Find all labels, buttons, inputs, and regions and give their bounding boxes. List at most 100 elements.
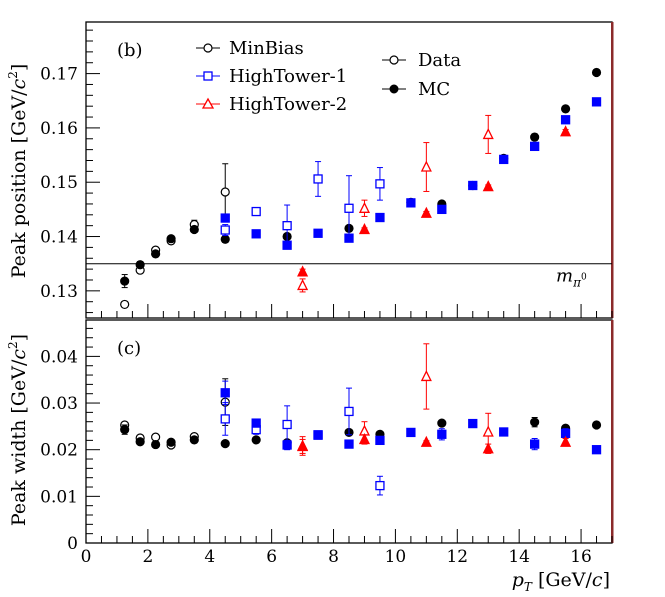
peak-width-panel: 0 0.01 0.02 0.03 0.04 0 2 4 6 8 10 12 14 16 (c) Peak… <box>6 319 614 594</box>
data-point-triangle <box>560 125 572 137</box>
legend-label-data: Data <box>418 50 461 71</box>
data-point-square <box>282 240 292 250</box>
data-point-square <box>591 445 602 455</box>
data-point-square <box>375 480 385 491</box>
data-point-triangle <box>358 201 371 213</box>
data-point-square <box>406 198 416 208</box>
data-point-triangle <box>420 369 432 382</box>
data-marks <box>120 343 602 496</box>
data-point-triangle <box>482 425 494 437</box>
data-point-square <box>375 435 385 446</box>
ylabel-main: Peak width [GeV/ <box>8 359 30 526</box>
x-tick-label: 10 <box>385 547 407 567</box>
data-point-circle <box>151 439 161 450</box>
peak-position-panel: 0.13 0.14 0.15 0.16 0.17 mπ0 (b) Peak positi… <box>6 21 614 319</box>
legend-entry-mc: MC <box>382 79 450 100</box>
data-point-circle <box>120 299 130 310</box>
data-point-square <box>251 418 261 428</box>
xlabel-c: c <box>592 569 603 591</box>
legend-entry-data: Data <box>382 50 461 71</box>
data-point-square <box>344 439 354 449</box>
data-point-square <box>220 414 230 424</box>
data-point-square <box>529 439 540 449</box>
x-axis-title: pT [GeV/c] <box>512 569 610 594</box>
data-point-triangle <box>358 223 371 235</box>
x-tick-label: 14 <box>508 547 530 567</box>
y-tick-label: 0.14 <box>40 228 78 248</box>
ylabel-c: c <box>8 78 30 89</box>
data-point-circle <box>530 417 540 427</box>
y-tick-label: 0.17 <box>40 65 78 85</box>
legend-entry-minbias: MinBias <box>196 38 304 59</box>
data-point-triangle <box>482 127 494 140</box>
data-point-triangle <box>297 278 309 291</box>
y-tick-label: 0.13 <box>40 282 78 302</box>
y-tick-label: 0.01 <box>40 487 78 507</box>
y-tick-label: 0.03 <box>40 394 78 414</box>
y-axis-title-width: Peak width [GeV/c2] <box>6 334 30 526</box>
y-tick-label: 0.04 <box>40 347 78 367</box>
ref-label-m: m <box>556 266 573 287</box>
xlabel-p: p <box>512 569 524 591</box>
x-axis-ticks <box>85 304 613 318</box>
x-tick-label: 2 <box>142 547 153 567</box>
data-point-square <box>529 141 540 152</box>
xlabel-unit: [GeV/ <box>532 569 593 591</box>
data-point-circle <box>151 432 161 442</box>
data-point-circle <box>166 234 176 244</box>
ref-label-sup: 0 <box>581 273 587 283</box>
x-tick-label: 8 <box>328 547 339 567</box>
legend-label-hightower2: HighTower-2 <box>229 94 347 115</box>
data-point-square <box>251 206 261 217</box>
panel-label-b: (b) <box>117 40 143 61</box>
y-axis-title-position: Peak position [GeV/c2] <box>6 64 30 279</box>
data-point-square <box>282 221 292 231</box>
ylabel-c: c <box>8 349 30 360</box>
data-point-circle <box>120 425 130 435</box>
xlabel-sub: T <box>524 580 533 594</box>
ylabel-close: ] <box>8 64 30 71</box>
data-point-triangle <box>420 160 432 172</box>
data-point-circle <box>530 132 540 142</box>
data-point-triangle <box>297 265 309 277</box>
data-point-triangle <box>420 435 432 447</box>
data-point-circle <box>437 418 447 428</box>
data-point-triangle <box>358 432 371 445</box>
data-point-triangle <box>297 439 309 452</box>
data-point-square <box>499 154 509 165</box>
x-axis-ticks: 0 2 4 6 8 10 12 14 16 <box>81 529 613 567</box>
data-point-circle <box>560 104 571 114</box>
data-point-circle <box>189 435 199 445</box>
ref-label-sub: π <box>572 276 582 290</box>
x-tick-label: 0 <box>81 547 92 567</box>
data-point-circle <box>189 224 199 235</box>
xlabel-close: ] <box>603 569 610 591</box>
data-point-circle <box>591 67 602 78</box>
y-tick-label: 0.15 <box>40 173 78 193</box>
legend-label-mc: MC <box>418 79 450 100</box>
data-point-circle <box>120 276 130 286</box>
data-point-square <box>313 174 323 184</box>
data-point-square <box>344 233 354 243</box>
data-point-triangle <box>420 206 432 218</box>
x-tick-label: 16 <box>570 547 592 567</box>
data-point-circle <box>220 187 230 197</box>
ylabel-close: ] <box>8 334 30 341</box>
data-point-square <box>313 228 323 238</box>
y-tick-label: 0 <box>67 534 78 554</box>
open-circle-icon <box>389 55 399 65</box>
filled-circle-icon <box>389 84 399 94</box>
x-tick-label: 6 <box>266 547 277 567</box>
ylabel-main: Peak position [GeV/ <box>8 89 30 278</box>
pi0-mass-label: mπ0 <box>556 266 587 290</box>
data-point-circle <box>166 437 176 447</box>
data-point-circle <box>220 439 230 449</box>
panel-label-c: (c) <box>117 338 141 359</box>
data-point-triangle <box>482 180 494 192</box>
data-point-circle <box>135 260 145 270</box>
data-point-triangle <box>482 442 494 454</box>
data-point-triangle <box>560 435 572 447</box>
data-point-square <box>468 418 478 429</box>
data-point-circle <box>135 437 145 447</box>
